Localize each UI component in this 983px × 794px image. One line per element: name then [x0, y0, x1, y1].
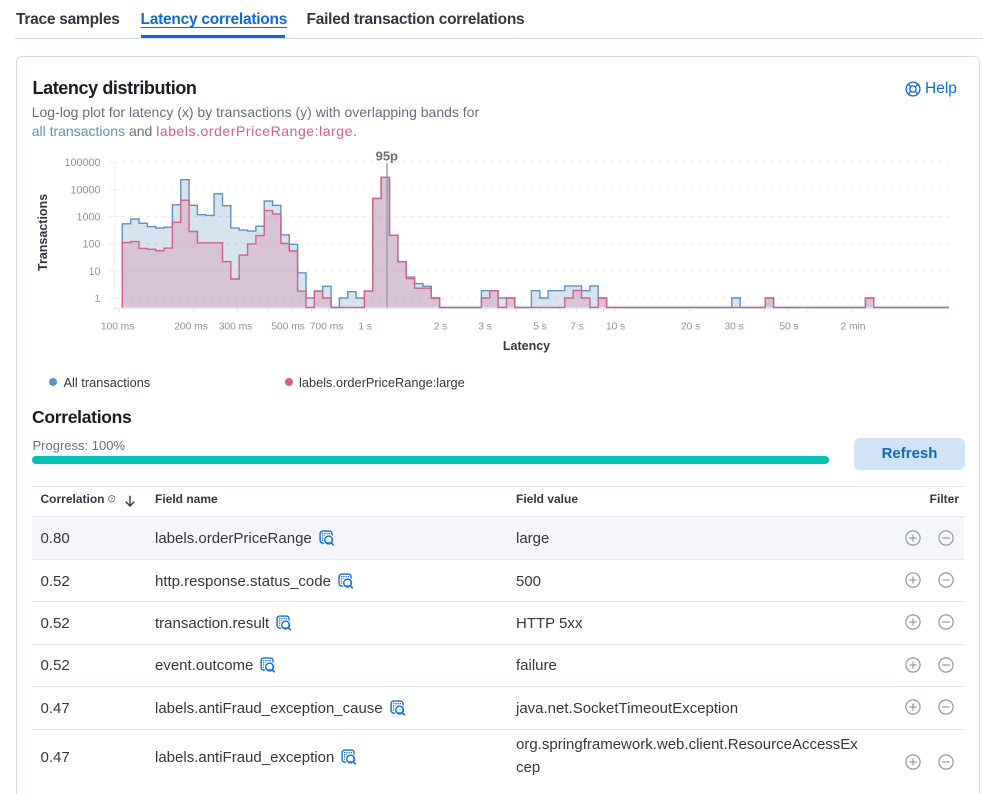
svg-text:5 s: 5 s	[533, 321, 547, 332]
svg-text:20 s: 20 s	[681, 321, 700, 332]
svg-text:Transactions: Transactions	[36, 194, 50, 271]
svg-text:10: 10	[88, 266, 100, 278]
svg-text:700 ms: 700 ms	[310, 321, 343, 332]
svg-text:10000: 10000	[70, 184, 100, 196]
svg-text:95p: 95p	[376, 149, 398, 164]
svg-text:3 s: 3 s	[478, 321, 492, 332]
svg-text:100 ms: 100 ms	[101, 321, 134, 332]
svg-text:30 s: 30 s	[724, 321, 743, 332]
svg-text:2 min: 2 min	[841, 321, 866, 332]
svg-text:1000: 1000	[76, 211, 100, 223]
svg-text:?: ?	[110, 497, 113, 503]
svg-text:7 s: 7 s	[570, 321, 584, 332]
svg-text:200 ms: 200 ms	[174, 321, 207, 332]
svg-text:100: 100	[82, 239, 100, 251]
svg-text:500 ms: 500 ms	[271, 321, 304, 332]
svg-text:2 s: 2 s	[434, 321, 448, 332]
svg-text:300 ms: 300 ms	[219, 321, 252, 332]
svg-text:50 s: 50 s	[779, 321, 798, 332]
svg-text:Latency: Latency	[503, 339, 550, 353]
svg-text:100000: 100000	[64, 157, 100, 169]
svg-text:10 s: 10 s	[606, 321, 625, 332]
svg-text:1: 1	[94, 293, 100, 305]
svg-text:1 s: 1 s	[358, 321, 372, 332]
